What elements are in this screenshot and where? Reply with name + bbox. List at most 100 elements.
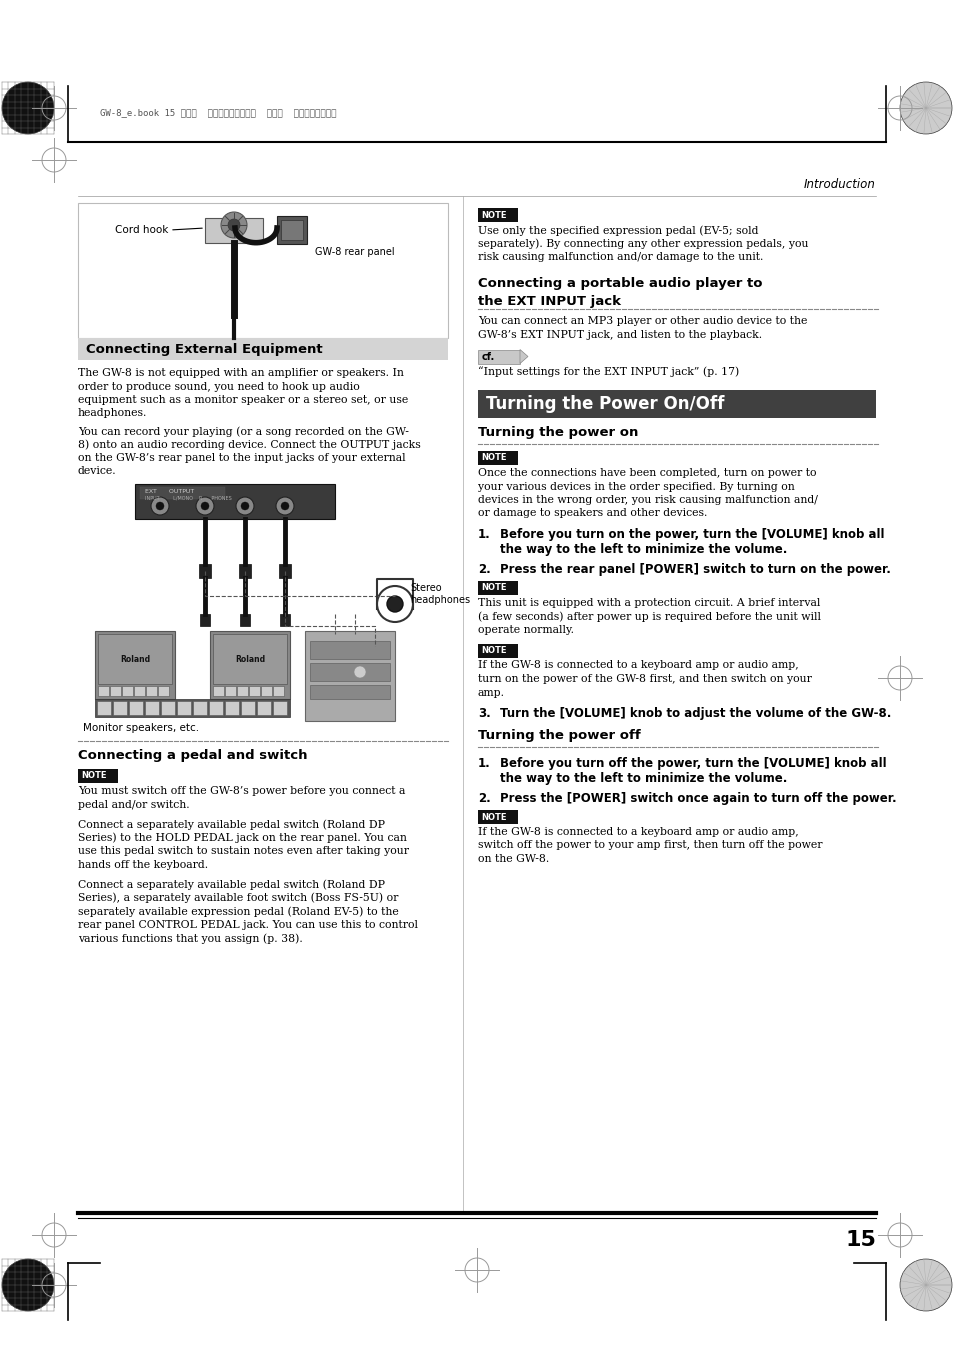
- Text: Monitor speakers, etc.: Monitor speakers, etc.: [83, 723, 199, 734]
- Bar: [477, 390, 875, 417]
- Text: GW-8 rear panel: GW-8 rear panel: [314, 247, 395, 257]
- Bar: [477, 581, 517, 594]
- Text: Introduction: Introduction: [803, 178, 875, 192]
- Text: amp.: amp.: [477, 688, 504, 697]
- Text: the EXT INPUT jack: the EXT INPUT jack: [477, 295, 620, 308]
- Circle shape: [201, 503, 209, 509]
- Text: switch off the power to your amp first, then turn off the power: switch off the power to your amp first, …: [477, 840, 821, 851]
- Bar: [213, 686, 224, 696]
- Bar: [98, 634, 172, 684]
- Bar: [310, 663, 390, 681]
- Circle shape: [899, 1259, 951, 1310]
- Text: Series), a separately available foot switch (Boss FS-5U) or: Series), a separately available foot swi…: [78, 893, 398, 902]
- Text: The GW-8 is not equipped with an amplifier or speakers. In: The GW-8 is not equipped with an amplifi…: [78, 367, 403, 378]
- Text: device.: device.: [78, 466, 116, 477]
- Bar: [477, 811, 517, 824]
- Text: Roland: Roland: [120, 654, 150, 663]
- Bar: [261, 686, 272, 696]
- Bar: [145, 701, 159, 715]
- Circle shape: [387, 596, 402, 612]
- Bar: [135, 484, 335, 519]
- Circle shape: [899, 82, 951, 134]
- Text: on the GW-8.: on the GW-8.: [477, 854, 549, 865]
- Text: hands off the keyboard.: hands off the keyboard.: [78, 859, 208, 870]
- Text: Turning the power off: Turning the power off: [477, 730, 640, 742]
- Text: the way to the left to minimize the volume.: the way to the left to minimize the volu…: [499, 543, 786, 557]
- Text: rear panel CONTROL PEDAL jack. You can use this to control: rear panel CONTROL PEDAL jack. You can u…: [78, 920, 417, 929]
- Circle shape: [2, 82, 54, 134]
- Text: GW-8_e.book 15 ページ  ２００８年４月１日  火曜日  午前１１時４４分: GW-8_e.book 15 ページ ２００８年４月１日 火曜日 午前１１時４４…: [100, 108, 336, 118]
- Text: NOTE: NOTE: [480, 211, 506, 219]
- Text: your various devices in the order specified. By turning on: your various devices in the order specif…: [477, 481, 794, 492]
- Text: NOTE: NOTE: [480, 454, 506, 462]
- Text: NOTE: NOTE: [480, 812, 506, 821]
- Text: “Input settings for the EXT INPUT jack” (p. 17): “Input settings for the EXT INPUT jack” …: [477, 366, 739, 377]
- Text: Turn the [VOLUME] knob to adjust the volume of the GW-8.: Turn the [VOLUME] knob to adjust the vol…: [499, 707, 890, 720]
- Bar: [122, 686, 132, 696]
- Text: separately). By connecting any other expression pedals, you: separately). By connecting any other exp…: [477, 239, 807, 249]
- Bar: [78, 769, 118, 784]
- Bar: [129, 701, 143, 715]
- Circle shape: [354, 666, 366, 678]
- Polygon shape: [519, 350, 527, 363]
- Bar: [133, 686, 145, 696]
- Text: 2.: 2.: [477, 563, 490, 576]
- Text: Once the connections have been completed, turn on power to: Once the connections have been completed…: [477, 467, 816, 478]
- Text: Series) to the HOLD PEDAL jack on the rear panel. You can: Series) to the HOLD PEDAL jack on the re…: [78, 832, 406, 843]
- Bar: [330, 634, 339, 648]
- Bar: [78, 203, 448, 338]
- Circle shape: [195, 497, 213, 515]
- Bar: [240, 613, 250, 626]
- Text: Connect a separately available pedal switch (Roland DP: Connect a separately available pedal swi…: [78, 880, 385, 889]
- Text: risk causing malfunction and/or damage to the unit.: risk causing malfunction and/or damage t…: [477, 253, 762, 262]
- Text: 3.: 3.: [477, 707, 490, 720]
- Text: equipment such as a monitor speaker or a stereo set, or use: equipment such as a monitor speaker or a…: [78, 394, 408, 405]
- Text: or damage to speakers and other devices.: or damage to speakers and other devices.: [477, 508, 706, 519]
- Bar: [112, 701, 127, 715]
- Bar: [310, 685, 390, 698]
- Bar: [225, 686, 235, 696]
- Bar: [213, 634, 287, 684]
- Bar: [477, 643, 517, 658]
- Bar: [95, 631, 174, 698]
- Text: 8) onto an audio recording device. Connect the OUTPUT jacks: 8) onto an audio recording device. Conne…: [78, 439, 420, 450]
- Bar: [477, 350, 519, 363]
- Bar: [146, 686, 157, 696]
- Text: You must switch off the GW-8’s power before you connect a: You must switch off the GW-8’s power bef…: [78, 786, 405, 796]
- Text: turn on the power of the GW-8 first, and then switch on your: turn on the power of the GW-8 first, and…: [477, 674, 811, 684]
- Bar: [177, 701, 191, 715]
- Bar: [140, 486, 225, 499]
- Text: on the GW-8’s rear panel to the input jacks of your external: on the GW-8’s rear panel to the input ja…: [78, 453, 405, 463]
- Circle shape: [235, 497, 253, 515]
- Text: If the GW-8 is connected to a keyboard amp or audio amp,: If the GW-8 is connected to a keyboard a…: [477, 661, 798, 670]
- Text: Cord hook: Cord hook: [115, 226, 168, 235]
- Bar: [477, 451, 517, 465]
- Text: use this pedal switch to sustain notes even after taking your: use this pedal switch to sustain notes e…: [78, 846, 409, 857]
- Text: pedal and/or switch.: pedal and/or switch.: [78, 800, 190, 809]
- Circle shape: [2, 1259, 54, 1310]
- Bar: [98, 686, 109, 696]
- Text: GW-8’s EXT INPUT jack, and listen to the playback.: GW-8’s EXT INPUT jack, and listen to the…: [477, 330, 761, 340]
- Text: 1.: 1.: [477, 528, 490, 540]
- Bar: [200, 613, 210, 626]
- Bar: [273, 701, 287, 715]
- Bar: [205, 218, 263, 243]
- Text: Press the rear panel [POWER] switch to turn on the power.: Press the rear panel [POWER] switch to t…: [499, 563, 890, 576]
- Bar: [278, 563, 291, 578]
- Bar: [161, 701, 174, 715]
- Bar: [280, 613, 290, 626]
- Bar: [193, 701, 207, 715]
- Bar: [236, 686, 248, 696]
- Circle shape: [275, 497, 294, 515]
- Text: Press the [POWER] switch once again to turn off the power.: Press the [POWER] switch once again to t…: [499, 792, 896, 805]
- Circle shape: [228, 219, 240, 231]
- Bar: [225, 701, 239, 715]
- Text: 1.: 1.: [477, 757, 490, 770]
- Text: (a few seconds) after power up is required before the unit will: (a few seconds) after power up is requir…: [477, 612, 821, 621]
- Circle shape: [156, 503, 164, 509]
- Circle shape: [151, 497, 169, 515]
- Text: Stereo
headphones: Stereo headphones: [410, 584, 470, 605]
- Text: You can connect an MP3 player or other audio device to the: You can connect an MP3 player or other a…: [477, 316, 806, 327]
- Bar: [210, 631, 290, 698]
- Text: 2.: 2.: [477, 792, 490, 805]
